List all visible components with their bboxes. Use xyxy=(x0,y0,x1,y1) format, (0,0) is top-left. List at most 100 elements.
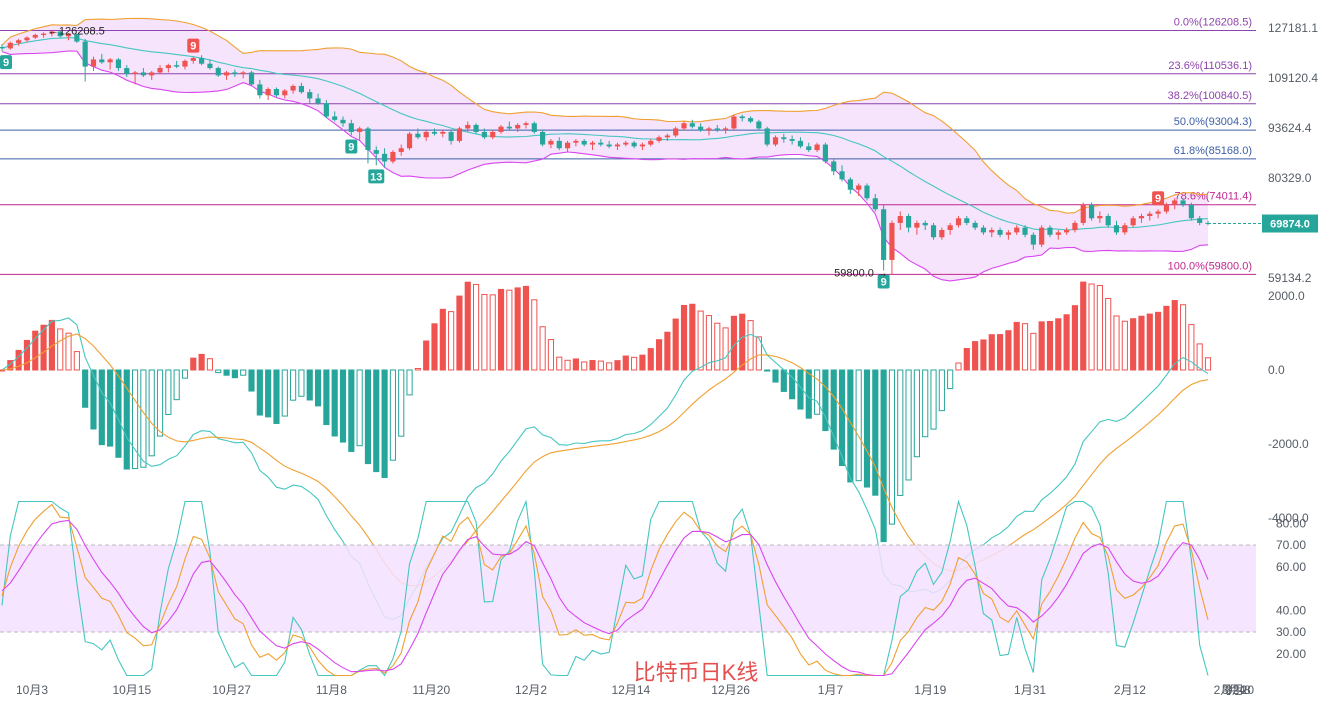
candle[interactable] xyxy=(581,139,587,147)
candle[interactable] xyxy=(614,142,621,151)
candle[interactable] xyxy=(65,33,72,41)
candle[interactable] xyxy=(0,44,5,52)
candle[interactable] xyxy=(515,123,521,132)
candle[interactable] xyxy=(240,70,246,79)
candle[interactable] xyxy=(772,135,779,147)
candle[interactable] xyxy=(1105,213,1111,228)
candle[interactable] xyxy=(16,38,22,46)
candle[interactable] xyxy=(24,36,30,43)
candle[interactable] xyxy=(473,123,479,134)
candle[interactable] xyxy=(955,216,962,228)
candle[interactable] xyxy=(82,38,88,82)
candle[interactable] xyxy=(290,84,296,94)
candle[interactable] xyxy=(573,139,579,147)
candle[interactable] xyxy=(182,59,188,70)
candle[interactable] xyxy=(1113,220,1120,235)
candle[interactable] xyxy=(939,227,945,240)
candle[interactable] xyxy=(747,116,754,124)
candle[interactable] xyxy=(207,59,213,70)
candle[interactable] xyxy=(340,116,346,127)
candle[interactable] xyxy=(456,126,463,143)
candle[interactable] xyxy=(972,220,978,231)
candle[interactable] xyxy=(273,87,280,97)
candle[interactable] xyxy=(149,70,155,80)
candle[interactable] xyxy=(831,159,837,176)
candle[interactable] xyxy=(847,177,853,194)
candle[interactable] xyxy=(1172,198,1178,210)
candle[interactable] xyxy=(889,220,895,275)
candle[interactable] xyxy=(1138,213,1145,223)
candle[interactable] xyxy=(1055,230,1061,240)
candle[interactable] xyxy=(232,69,238,77)
candle[interactable] xyxy=(348,119,354,136)
candle[interactable] xyxy=(881,204,887,271)
candle[interactable] xyxy=(1088,202,1095,221)
candle[interactable] xyxy=(448,130,454,145)
candle[interactable] xyxy=(864,183,870,201)
candle[interactable] xyxy=(839,165,845,182)
candle[interactable] xyxy=(1047,225,1053,238)
candle[interactable] xyxy=(398,144,404,156)
candle[interactable] xyxy=(739,114,745,122)
price-panel[interactable]: 0.0%(126208.5) 23.6%(110536.1) 38.2%(10084… xyxy=(0,17,1318,289)
candle[interactable] xyxy=(373,146,379,166)
candle[interactable] xyxy=(1030,232,1036,250)
candle[interactable] xyxy=(32,33,38,39)
candle[interactable] xyxy=(41,32,47,38)
candle[interactable] xyxy=(623,140,629,147)
candle[interactable] xyxy=(124,65,130,77)
candle[interactable] xyxy=(914,220,920,235)
candle[interactable] xyxy=(872,193,878,212)
candle[interactable] xyxy=(481,128,487,140)
candle[interactable] xyxy=(822,142,828,164)
candle[interactable] xyxy=(930,222,937,240)
candle[interactable] xyxy=(989,227,995,238)
candle[interactable] xyxy=(789,135,795,145)
candle[interactable] xyxy=(1188,202,1194,221)
candle[interactable] xyxy=(1022,225,1028,238)
candle[interactable] xyxy=(540,130,546,147)
candle[interactable] xyxy=(523,121,529,129)
candle[interactable] xyxy=(906,213,912,233)
candle[interactable] xyxy=(132,70,138,85)
candle[interactable] xyxy=(315,93,321,105)
candle[interactable] xyxy=(415,128,421,140)
candle[interactable] xyxy=(756,119,762,131)
candle[interactable] xyxy=(731,114,737,131)
candle[interactable] xyxy=(490,130,496,140)
candle[interactable] xyxy=(390,150,396,164)
candle[interactable] xyxy=(332,111,338,122)
candle[interactable] xyxy=(997,227,1003,238)
candle[interactable] xyxy=(1080,202,1086,226)
candle[interactable] xyxy=(1097,211,1103,223)
candle[interactable] xyxy=(764,126,770,147)
candle[interactable] xyxy=(1180,198,1186,208)
candle[interactable] xyxy=(174,60,180,69)
candle[interactable] xyxy=(74,33,80,43)
candle[interactable] xyxy=(723,126,729,134)
candle[interactable] xyxy=(57,31,63,38)
candle[interactable] xyxy=(282,89,288,99)
candle[interactable] xyxy=(856,183,862,197)
candle[interactable] xyxy=(298,82,304,94)
candle[interactable] xyxy=(897,211,903,231)
candle[interactable] xyxy=(506,121,512,131)
candle[interactable] xyxy=(382,148,388,168)
candle[interactable] xyxy=(406,131,413,151)
candle[interactable] xyxy=(648,139,654,147)
candle[interactable] xyxy=(922,220,928,231)
candle[interactable] xyxy=(7,41,13,50)
candle[interactable] xyxy=(564,140,571,152)
candle[interactable] xyxy=(357,126,363,141)
candle[interactable] xyxy=(980,225,987,235)
candle[interactable] xyxy=(589,140,596,151)
candle[interactable] xyxy=(797,137,804,149)
candle[interactable] xyxy=(1064,227,1070,235)
candle[interactable] xyxy=(556,137,562,151)
macd-panel[interactable]: 2000.0 0.0 -2000.0 -4000.0 xyxy=(0,281,1309,620)
candle[interactable] xyxy=(157,65,163,74)
candle[interactable] xyxy=(49,30,55,37)
candle[interactable] xyxy=(1005,230,1011,240)
candle[interactable] xyxy=(1197,216,1203,226)
